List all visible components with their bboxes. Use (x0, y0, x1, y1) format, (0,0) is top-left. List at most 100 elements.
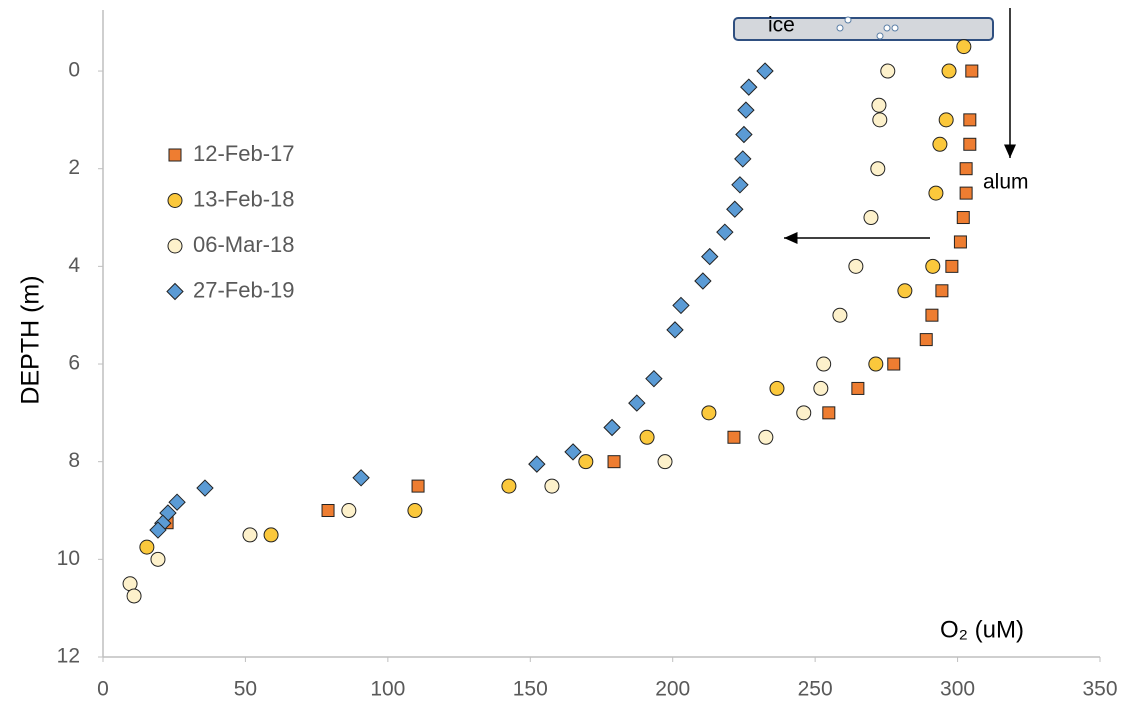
point (954, 236, 966, 248)
point (898, 284, 912, 298)
point (823, 407, 835, 419)
point (735, 151, 751, 167)
point (565, 444, 581, 460)
point (929, 186, 943, 200)
y-tick-label: 8 (68, 449, 80, 472)
point (695, 273, 711, 289)
x-tick-label: 0 (97, 678, 109, 701)
point (736, 127, 752, 143)
point (817, 357, 831, 371)
point (322, 505, 334, 517)
ice-label: ice (768, 14, 795, 37)
x-tick-label: 200 (655, 678, 690, 701)
point (151, 552, 165, 566)
point (946, 260, 958, 272)
point (727, 201, 743, 217)
legend-marker (168, 194, 182, 208)
point (888, 358, 900, 370)
point (964, 114, 976, 126)
point (872, 98, 886, 112)
point (353, 470, 369, 486)
point (964, 138, 976, 150)
point (852, 382, 864, 394)
point (604, 419, 620, 435)
point (702, 249, 718, 265)
point (966, 65, 978, 77)
point (871, 162, 885, 176)
point (667, 322, 683, 338)
chart: ice alum O₂ (uM) DEPTH (m) 0501001502002… (0, 0, 1131, 708)
bubble (892, 25, 898, 31)
x-tick-label: 350 (1082, 678, 1117, 701)
point (717, 224, 733, 240)
bubble (884, 25, 890, 31)
point (243, 528, 257, 542)
point (814, 381, 828, 395)
alum-label: alum (983, 171, 1029, 194)
point (738, 102, 754, 118)
legend-label: 13-Feb-18 (193, 186, 295, 211)
point (412, 480, 424, 492)
point (741, 79, 757, 95)
x-tick-label: 300 (940, 678, 975, 701)
x-tick-label: 250 (798, 678, 833, 701)
point (658, 455, 672, 469)
y-tick-label: 2 (68, 156, 80, 179)
point (957, 40, 971, 54)
point (869, 357, 883, 371)
point (640, 430, 654, 444)
point (264, 528, 278, 542)
point (960, 187, 972, 199)
point (759, 430, 773, 444)
point (529, 456, 545, 472)
x-axis-label: O₂ (uM) (940, 616, 1024, 643)
point (936, 285, 948, 297)
x-tick-label: 50 (234, 678, 257, 701)
y-tick-label: 0 (68, 59, 80, 82)
legend-label: 27-Feb-19 (193, 277, 295, 302)
y-tick-label: 10 (57, 547, 80, 570)
point (920, 334, 932, 346)
point (833, 308, 847, 322)
point (957, 212, 969, 224)
legend-marker (167, 284, 183, 300)
point (140, 540, 154, 554)
bubble (845, 17, 851, 23)
point (797, 406, 811, 420)
legend-label: 12-Feb-17 (193, 141, 295, 166)
bubble (877, 33, 883, 39)
point (770, 381, 784, 395)
point (926, 309, 938, 321)
point (933, 137, 947, 151)
bubble (837, 25, 843, 31)
y-tick-label: 6 (68, 352, 80, 375)
point (960, 163, 972, 175)
point (873, 113, 887, 127)
point (732, 177, 748, 193)
x-tick-label: 150 (513, 678, 548, 701)
y-tick-label: 4 (68, 254, 80, 277)
point (502, 479, 516, 493)
point (702, 406, 716, 420)
point (629, 395, 645, 411)
point (127, 589, 141, 603)
point (608, 456, 620, 468)
point (926, 259, 940, 273)
point (342, 504, 356, 518)
point (728, 431, 740, 443)
point (646, 371, 662, 387)
point (673, 297, 689, 313)
legend-marker (169, 149, 181, 161)
point (849, 259, 863, 273)
point (942, 64, 956, 78)
point (864, 211, 878, 225)
point (757, 63, 773, 79)
point (881, 64, 895, 78)
legend-label: 06-Mar-18 (193, 232, 294, 257)
point (545, 479, 559, 493)
point (197, 480, 213, 496)
y-axis-label: DEPTH (m) (17, 275, 45, 404)
point (408, 504, 422, 518)
point (579, 455, 593, 469)
x-tick-label: 100 (370, 678, 405, 701)
